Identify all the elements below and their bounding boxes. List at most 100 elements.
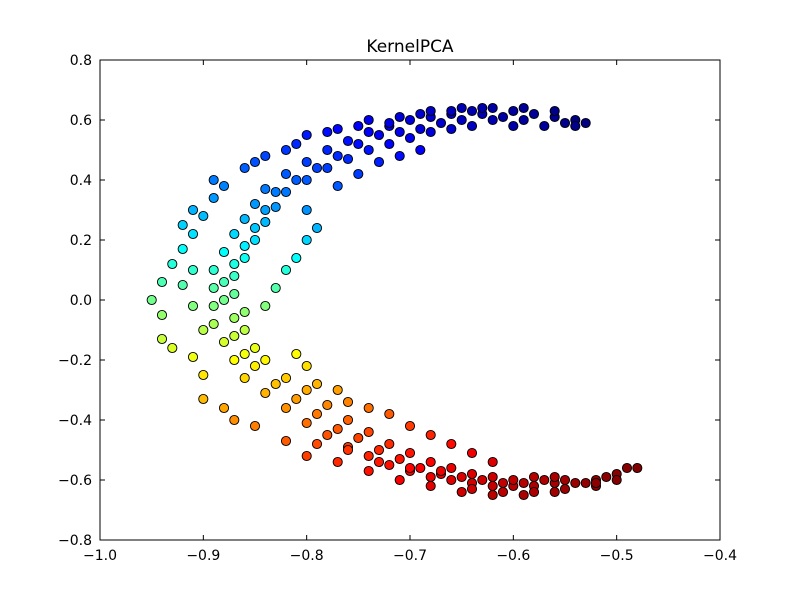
scatter-point — [301, 417, 312, 429]
x-tick-label: −0.8 — [290, 548, 324, 564]
scatter-point — [559, 483, 571, 495]
scatter-point — [260, 354, 271, 366]
scatter-point — [239, 252, 250, 264]
scatter-point — [322, 126, 333, 138]
scatter-point — [539, 120, 550, 132]
scatter-point — [497, 111, 509, 123]
scatter-point — [198, 210, 209, 222]
scatter-point — [466, 447, 478, 459]
scatter-point — [518, 489, 529, 501]
scatter-point — [446, 105, 457, 117]
scatter-point — [229, 414, 240, 426]
scatter-point — [394, 111, 405, 123]
scatter-point — [518, 114, 529, 126]
scatter-point — [239, 240, 250, 252]
scatter-point — [497, 477, 509, 489]
scatter-point — [415, 144, 426, 156]
scatter-point — [456, 102, 467, 114]
scatter-point — [218, 246, 230, 258]
scatter-point — [373, 444, 385, 456]
scatter-point — [518, 477, 529, 489]
scatter-point — [435, 465, 447, 477]
scatter-point — [415, 462, 426, 474]
scatter-point — [353, 168, 364, 180]
scatter-point — [301, 129, 312, 141]
scatter-point — [260, 183, 271, 195]
scatter-point — [239, 162, 250, 174]
x-tick-label: −0.7 — [393, 548, 427, 564]
scatter-point — [156, 333, 168, 345]
scatter-point — [580, 477, 591, 489]
scatter-point — [363, 426, 374, 438]
scatter-point — [487, 471, 498, 483]
scatter-point — [456, 486, 467, 498]
scatter-point — [280, 372, 292, 384]
x-tick-label: −0.9 — [186, 548, 220, 564]
x-tick-label: −0.5 — [600, 548, 634, 564]
scatter-point — [373, 129, 385, 141]
scatter-point — [208, 318, 219, 330]
scatter-point — [249, 222, 261, 234]
scatter-point — [187, 351, 199, 363]
scatter-point — [239, 348, 250, 360]
scatter-point — [156, 276, 168, 288]
scatter-point — [342, 153, 354, 165]
scatter-point — [446, 123, 457, 135]
scatter-point — [208, 192, 219, 204]
scatter-point — [311, 378, 323, 390]
scatter-point — [146, 294, 157, 306]
y-tick-label: 0.2 — [70, 233, 92, 249]
scatter-point — [291, 138, 302, 150]
scatter-point — [301, 384, 312, 396]
scatter-point — [590, 477, 602, 489]
y-axis-ticks: −0.8 −0.6 −0.4 −0.2 0.0 0.2 0.4 0.6 0.8 — [58, 53, 720, 549]
scatter-point — [291, 348, 302, 360]
scatter-point — [311, 408, 323, 420]
y-tick-label: −0.4 — [58, 413, 92, 429]
scatter-point — [301, 156, 312, 168]
scatter-point — [342, 135, 354, 147]
scatter-point — [363, 114, 374, 126]
scatter-point — [260, 387, 271, 399]
scatter-point — [342, 396, 354, 408]
x-tick-label: −0.4 — [703, 548, 737, 564]
scatter-point — [229, 258, 240, 270]
y-tick-label: 0.6 — [70, 113, 92, 129]
scatter-point — [384, 138, 395, 150]
scatter-point — [270, 201, 281, 213]
scatter-point — [187, 228, 199, 240]
y-tick-label: 0.0 — [70, 293, 92, 309]
scatter-point — [487, 480, 498, 492]
scatter-point — [446, 474, 457, 486]
scatter-point — [249, 420, 261, 432]
scatter-point — [311, 438, 323, 450]
scatter-point — [322, 162, 333, 174]
scatter-point — [425, 126, 436, 138]
scatter-point — [249, 342, 261, 354]
scatter-point — [301, 204, 312, 216]
scatter-point — [611, 474, 622, 486]
scatter-point — [187, 300, 199, 312]
scatter-point — [353, 138, 364, 150]
scatter-point — [239, 213, 250, 225]
scatter-point — [528, 108, 540, 120]
scatter-point — [260, 300, 271, 312]
y-tick-label: −0.6 — [58, 473, 92, 489]
scatter-point — [363, 126, 374, 138]
scatter-point — [280, 186, 292, 198]
points-layer — [146, 102, 643, 501]
scatter-point — [260, 216, 271, 228]
scatter-point — [508, 105, 519, 117]
scatter-point — [508, 120, 519, 132]
scatter-point — [260, 204, 271, 216]
scatter-point — [332, 423, 343, 435]
scatter-point — [373, 156, 385, 168]
scatter-point — [466, 483, 478, 495]
scatter-point — [270, 186, 281, 198]
scatter-point — [187, 264, 199, 276]
scatter-point — [477, 102, 488, 114]
scatter-point — [332, 150, 343, 162]
scatter-point — [456, 471, 467, 483]
scatter-point — [291, 252, 302, 264]
